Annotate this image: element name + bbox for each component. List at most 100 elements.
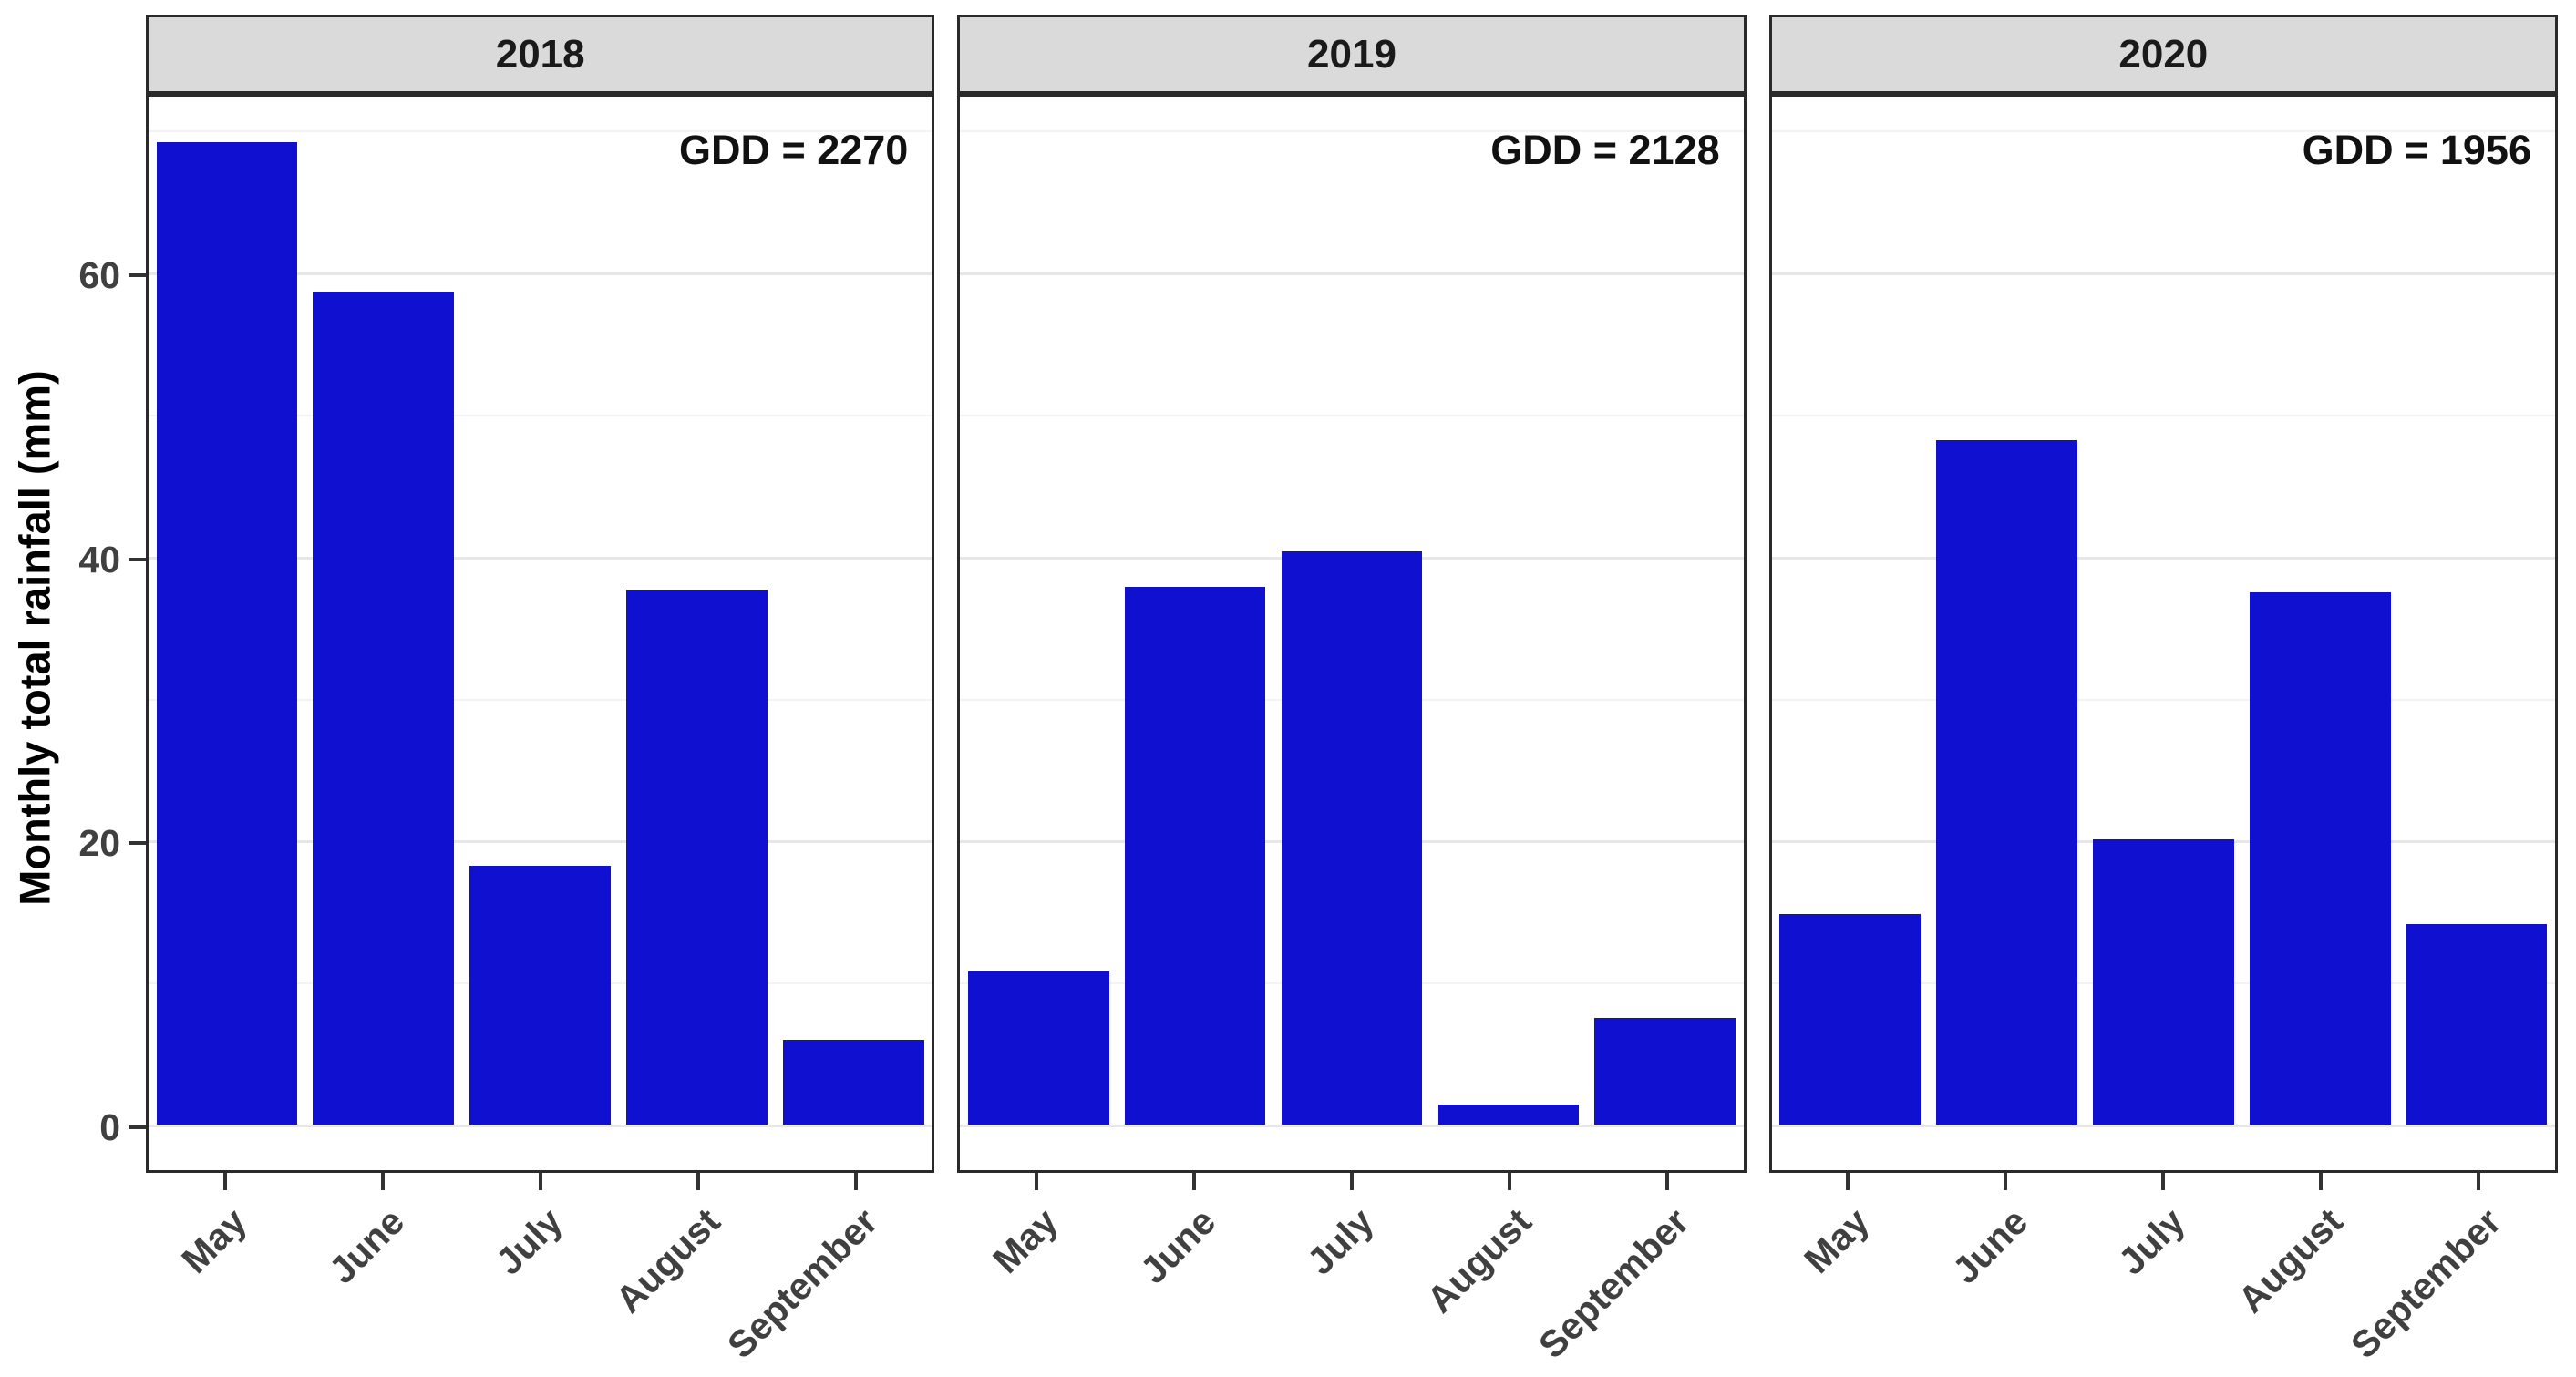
bar xyxy=(1594,1018,1736,1125)
x-tick-label: June xyxy=(1943,1200,2035,1292)
facet-strip: 2020 xyxy=(1768,15,2558,94)
x-tick-mark xyxy=(222,1173,227,1190)
x-tick-label: July xyxy=(487,1200,571,1283)
y-tick-label: 40 xyxy=(78,538,120,581)
gridline xyxy=(149,698,933,701)
x-tick-label: May xyxy=(1796,1200,1878,1281)
plot-area: GDD = 2128 xyxy=(957,94,1747,1173)
x-tick-label: May xyxy=(173,1200,255,1281)
bar xyxy=(2406,924,2548,1125)
bar xyxy=(469,866,611,1125)
gridline xyxy=(1771,556,2555,560)
gdd-annotation: GDD = 1956 xyxy=(2302,127,2531,173)
bar-slot xyxy=(775,94,932,1125)
bar-slot xyxy=(1587,94,1744,1125)
x-tick-mark xyxy=(2319,1173,2324,1190)
facet-strip-label: 2020 xyxy=(2118,31,2209,77)
bar xyxy=(156,141,298,1125)
bar xyxy=(1779,914,1921,1125)
gridline xyxy=(960,1125,1744,1127)
gridline xyxy=(1771,415,2555,416)
bars-container xyxy=(149,94,932,1125)
facet-panels: 2018 GDD = 2270 May June July August Sep… xyxy=(146,15,2558,1377)
facet-panel-2019: 2019 GDD = 2128 May June July August Sep… xyxy=(957,15,1747,1377)
gdd-annotation: GDD = 2270 xyxy=(678,127,909,173)
x-tick-mark xyxy=(380,1173,385,1190)
bar xyxy=(1281,550,1423,1125)
x-tick-label: May xyxy=(984,1200,1066,1281)
x-tick-mark xyxy=(1034,1173,1038,1190)
bar xyxy=(1437,1105,1580,1125)
facet-strip: 2018 xyxy=(146,15,935,94)
gridline xyxy=(960,130,1744,133)
x-tick-mark xyxy=(696,1173,700,1190)
facet-strip-label: 2018 xyxy=(495,31,585,77)
gridline xyxy=(1771,272,2555,276)
x-tick-mark xyxy=(2004,1173,2008,1190)
x-tick-mark xyxy=(1349,1173,1354,1190)
x-tick-label: July xyxy=(2110,1200,2193,1283)
x-tick-mark xyxy=(1191,1173,1196,1190)
bar xyxy=(2249,591,2391,1125)
bar-slot xyxy=(149,94,305,1125)
bar-slot xyxy=(1273,94,1430,1125)
bar-slot xyxy=(960,94,1117,1125)
x-tick-label: June xyxy=(320,1200,413,1292)
bar xyxy=(626,589,768,1125)
facet-panel-2020: 2020 GDD = 1956 May June July August Sep… xyxy=(1768,15,2558,1377)
gridline xyxy=(1771,698,2555,701)
bar-slot xyxy=(1929,94,2086,1125)
bar xyxy=(2092,838,2234,1125)
bar xyxy=(1124,586,1266,1125)
x-tick-mark xyxy=(1508,1173,1512,1190)
x-tick-label: August xyxy=(606,1200,728,1321)
gridline xyxy=(149,840,933,844)
x-tick-label: September xyxy=(718,1200,886,1367)
x-tick-label: September xyxy=(2342,1200,2509,1367)
x-tick-mark xyxy=(538,1173,542,1190)
x-tick-mark xyxy=(2161,1173,2166,1190)
y-tick-label: 0 xyxy=(99,1106,120,1148)
bar xyxy=(967,971,1109,1125)
gridline xyxy=(1771,1125,2555,1127)
y-tick-mark xyxy=(129,1125,146,1129)
facet-strip: 2019 xyxy=(957,15,1747,94)
x-tick-mark xyxy=(853,1173,858,1190)
bar-slot xyxy=(619,94,776,1125)
x-tick-label: August xyxy=(2230,1200,2351,1321)
bar-slot xyxy=(1772,94,1929,1125)
y-tick-mark xyxy=(129,557,146,561)
bars-container xyxy=(960,94,1743,1125)
plot-area: GDD = 1956 xyxy=(1768,94,2558,1173)
gridline xyxy=(149,130,933,133)
bar-slot xyxy=(2398,94,2555,1125)
y-tick-mark xyxy=(129,273,146,278)
x-tick-label: June xyxy=(1132,1200,1224,1292)
facet-panel-2018: 2018 GDD = 2270 May June July August Sep… xyxy=(146,15,935,1377)
x-axis: May June July August September xyxy=(146,1173,934,1377)
x-tick-label: August xyxy=(1418,1200,1540,1321)
facet-strip-label: 2019 xyxy=(1307,31,1396,77)
y-axis: 0 20 40 60 xyxy=(0,97,146,1170)
y-tick-label: 20 xyxy=(78,822,120,865)
bar-slot xyxy=(462,94,619,1125)
gridline xyxy=(149,1125,933,1127)
gridline xyxy=(149,556,933,560)
bar-slot xyxy=(1430,94,1587,1125)
gridline xyxy=(1771,130,2555,133)
x-axis: May June July August September xyxy=(1769,1173,2558,1377)
x-axis: May June July August September xyxy=(957,1173,1746,1377)
bar-slot xyxy=(2085,94,2241,1125)
bars-container xyxy=(1772,94,2555,1125)
gdd-annotation: GDD = 2128 xyxy=(1490,127,1720,173)
x-tick-mark xyxy=(1846,1173,1850,1190)
x-tick-mark xyxy=(1665,1173,1670,1190)
bar-slot xyxy=(2241,94,2398,1125)
bar xyxy=(1936,440,2077,1125)
bar xyxy=(783,1039,924,1125)
bar xyxy=(313,291,455,1125)
x-tick-label: September xyxy=(1530,1200,1697,1367)
gridline xyxy=(149,272,933,276)
y-tick-label: 60 xyxy=(78,254,120,297)
